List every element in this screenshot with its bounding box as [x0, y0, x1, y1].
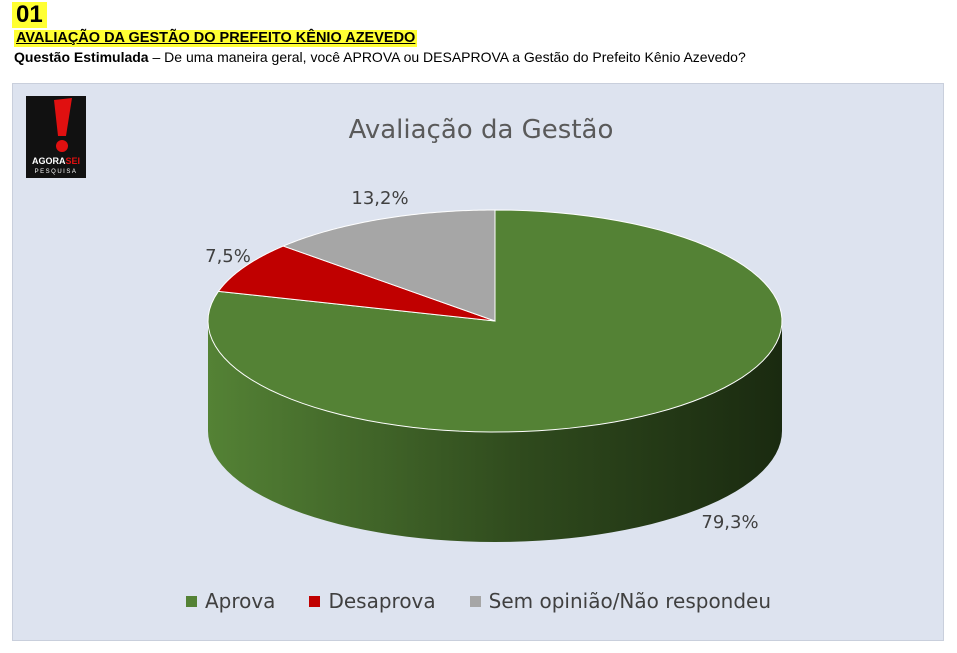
pie-slice-desaprova — [217, 245, 496, 322]
legend-label: Aprova — [204, 589, 276, 613]
pie-slice-aprova — [207, 209, 783, 433]
logo-text: AGORASEI — [32, 156, 80, 166]
legend-label: Desaprova — [328, 589, 436, 613]
question-number: 01 — [12, 2, 47, 28]
chart-title: Avaliação da Gestão — [349, 115, 614, 145]
legend-swatch — [309, 595, 321, 607]
legend-swatch — [185, 595, 197, 607]
section-title: AVALIAÇÃO DA GESTÃO DO PREFEITO KÊNIO AZ… — [14, 30, 418, 47]
data-label-sem-opiniao-nao-respondeu: 13,2% — [351, 188, 408, 209]
data-label-aprova: 79,3% — [701, 512, 758, 533]
question-text: – De uma maneira geral, você APROVA ou D… — [148, 49, 746, 65]
legend-item-aprova: Aprova — [185, 589, 276, 613]
legend-item-desaprova: Desaprova — [309, 589, 436, 613]
pie-side-aprova — [208, 321, 782, 542]
legend-swatch — [469, 595, 481, 607]
chart-legend: Aprova Desaprova Sem opinião/Não respondeu — [0, 589, 957, 613]
legend-label: Sem opinião/Não respondeu — [488, 589, 772, 613]
logo-tagline: PESQUISA — [35, 169, 78, 175]
data-label-desaprova: 7,5% — [205, 246, 251, 267]
agorasei-logo: AGORASEI PESQUISA — [26, 96, 86, 178]
legend-item-sem-opiniao-nao-respondeu: Sem opinião/Não respondeu — [469, 589, 772, 613]
question-subtitle: Questão Estimulada – De uma maneira gera… — [14, 49, 746, 66]
pie-slice-sem-opiniao-nao-respondeu — [281, 209, 496, 322]
question-label: Questão Estimulada — [14, 49, 149, 65]
